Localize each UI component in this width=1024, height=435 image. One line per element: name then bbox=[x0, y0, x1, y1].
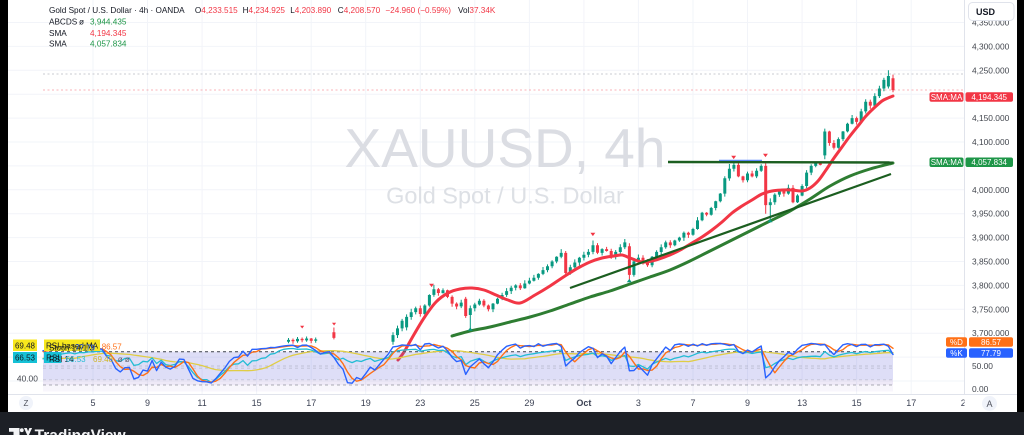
svg-text:Stoch 14 1 3: Stoch 14 1 3 bbox=[49, 344, 94, 353]
svg-text:9: 9 bbox=[745, 398, 750, 408]
svg-text:3: 3 bbox=[636, 398, 641, 408]
svg-text:3,950.000: 3,950.000 bbox=[972, 209, 1010, 219]
svg-text:ø: ø bbox=[79, 18, 84, 27]
svg-text:RSI: RSI bbox=[46, 354, 59, 363]
svg-text:Gold Spot / U.S. Dollar · 4h ·: Gold Spot / U.S. Dollar · 4h · OANDA bbox=[49, 6, 185, 15]
svg-text:4,194.345: 4,194.345 bbox=[971, 93, 1007, 102]
svg-text:3,700.000: 3,700.000 bbox=[972, 328, 1010, 338]
svg-text:77.79: 77.79 bbox=[981, 349, 1002, 358]
svg-text:O4,233.515: O4,233.515 bbox=[195, 6, 238, 15]
svg-text:15: 15 bbox=[852, 398, 862, 408]
svg-text:9: 9 bbox=[145, 398, 150, 408]
svg-text:SMA: SMA bbox=[49, 29, 67, 38]
svg-text:4,300.000: 4,300.000 bbox=[972, 41, 1010, 51]
svg-text:C4,208.570: C4,208.570 bbox=[338, 6, 381, 15]
svg-text:%K: %K bbox=[950, 349, 963, 358]
svg-text:66.53: 66.53 bbox=[66, 355, 87, 364]
svg-text:4,350.000: 4,350.000 bbox=[972, 18, 1010, 28]
svg-text:4,250.000: 4,250.000 bbox=[972, 65, 1010, 75]
svg-text:RSI-based MA: RSI-based MA bbox=[46, 341, 99, 350]
svg-text:4,100.000: 4,100.000 bbox=[972, 137, 1010, 147]
svg-text:19: 19 bbox=[361, 398, 371, 408]
svg-text:RSI 14: RSI 14 bbox=[49, 355, 74, 364]
svg-text:3,900.000: 3,900.000 bbox=[972, 233, 1010, 243]
svg-text:21: 21 bbox=[961, 398, 971, 408]
svg-text:−24.960 (−0.59%): −24.960 (−0.59%) bbox=[385, 6, 451, 15]
svg-text:3,800.000: 3,800.000 bbox=[972, 280, 1010, 290]
svg-text:USD: USD bbox=[976, 7, 996, 17]
svg-text:Gold Spot / U.S. Dollar: Gold Spot / U.S. Dollar bbox=[386, 183, 624, 209]
svg-text:4,150.000: 4,150.000 bbox=[972, 113, 1010, 123]
svg-text:86.57: 86.57 bbox=[981, 338, 1002, 347]
svg-text:23: 23 bbox=[415, 398, 425, 408]
svg-text:H4,234.925: H4,234.925 bbox=[243, 6, 286, 15]
svg-text:XAUUSD, 4h: XAUUSD, 4h bbox=[345, 117, 666, 179]
svg-text:Z: Z bbox=[24, 399, 29, 408]
svg-text:Vol37.34K: Vol37.34K bbox=[458, 6, 496, 15]
svg-text:ABCDS: ABCDS bbox=[49, 18, 78, 27]
svg-text:3,850.000: 3,850.000 bbox=[972, 257, 1010, 267]
svg-text:Oct: Oct bbox=[576, 398, 591, 408]
svg-text:17: 17 bbox=[306, 398, 316, 408]
svg-text:%D: %D bbox=[950, 338, 963, 347]
svg-text:40.00: 40.00 bbox=[17, 374, 38, 384]
svg-text:69.48: 69.48 bbox=[93, 355, 114, 364]
svg-text:0.00: 0.00 bbox=[972, 384, 989, 394]
svg-text:7: 7 bbox=[690, 398, 695, 408]
svg-text:15: 15 bbox=[252, 398, 262, 408]
svg-text:L4,203.890: L4,203.890 bbox=[290, 6, 331, 15]
svg-text:3,944.435: 3,944.435 bbox=[90, 18, 127, 27]
svg-text:A: A bbox=[986, 399, 992, 409]
svg-text:29: 29 bbox=[524, 398, 534, 408]
svg-text:SMA: SMA bbox=[49, 39, 67, 48]
svg-text:ø ø: ø ø bbox=[118, 355, 130, 364]
svg-text:66.53: 66.53 bbox=[15, 354, 36, 363]
svg-text:77.79: 77.79 bbox=[75, 344, 96, 353]
svg-text:4,194.345: 4,194.345 bbox=[90, 29, 127, 38]
svg-text:SMA:MA: SMA:MA bbox=[931, 93, 963, 102]
svg-text:5: 5 bbox=[90, 398, 95, 408]
svg-text:SMA:MA: SMA:MA bbox=[931, 158, 963, 167]
svg-text:17: 17 bbox=[906, 398, 916, 408]
svg-text:3,750.000: 3,750.000 bbox=[972, 304, 1010, 314]
svg-text:4,057.834: 4,057.834 bbox=[971, 158, 1007, 167]
svg-text:50.00: 50.00 bbox=[972, 361, 993, 371]
svg-text:13: 13 bbox=[797, 398, 807, 408]
svg-text:69.48: 69.48 bbox=[15, 341, 36, 350]
svg-text:4,000.000: 4,000.000 bbox=[972, 185, 1010, 195]
svg-text:TradingView: TradingView bbox=[35, 428, 127, 435]
svg-text:11: 11 bbox=[197, 398, 206, 408]
svg-text:86.57: 86.57 bbox=[102, 342, 123, 351]
svg-text:4,057.834: 4,057.834 bbox=[90, 39, 127, 48]
svg-text:25: 25 bbox=[470, 398, 480, 408]
